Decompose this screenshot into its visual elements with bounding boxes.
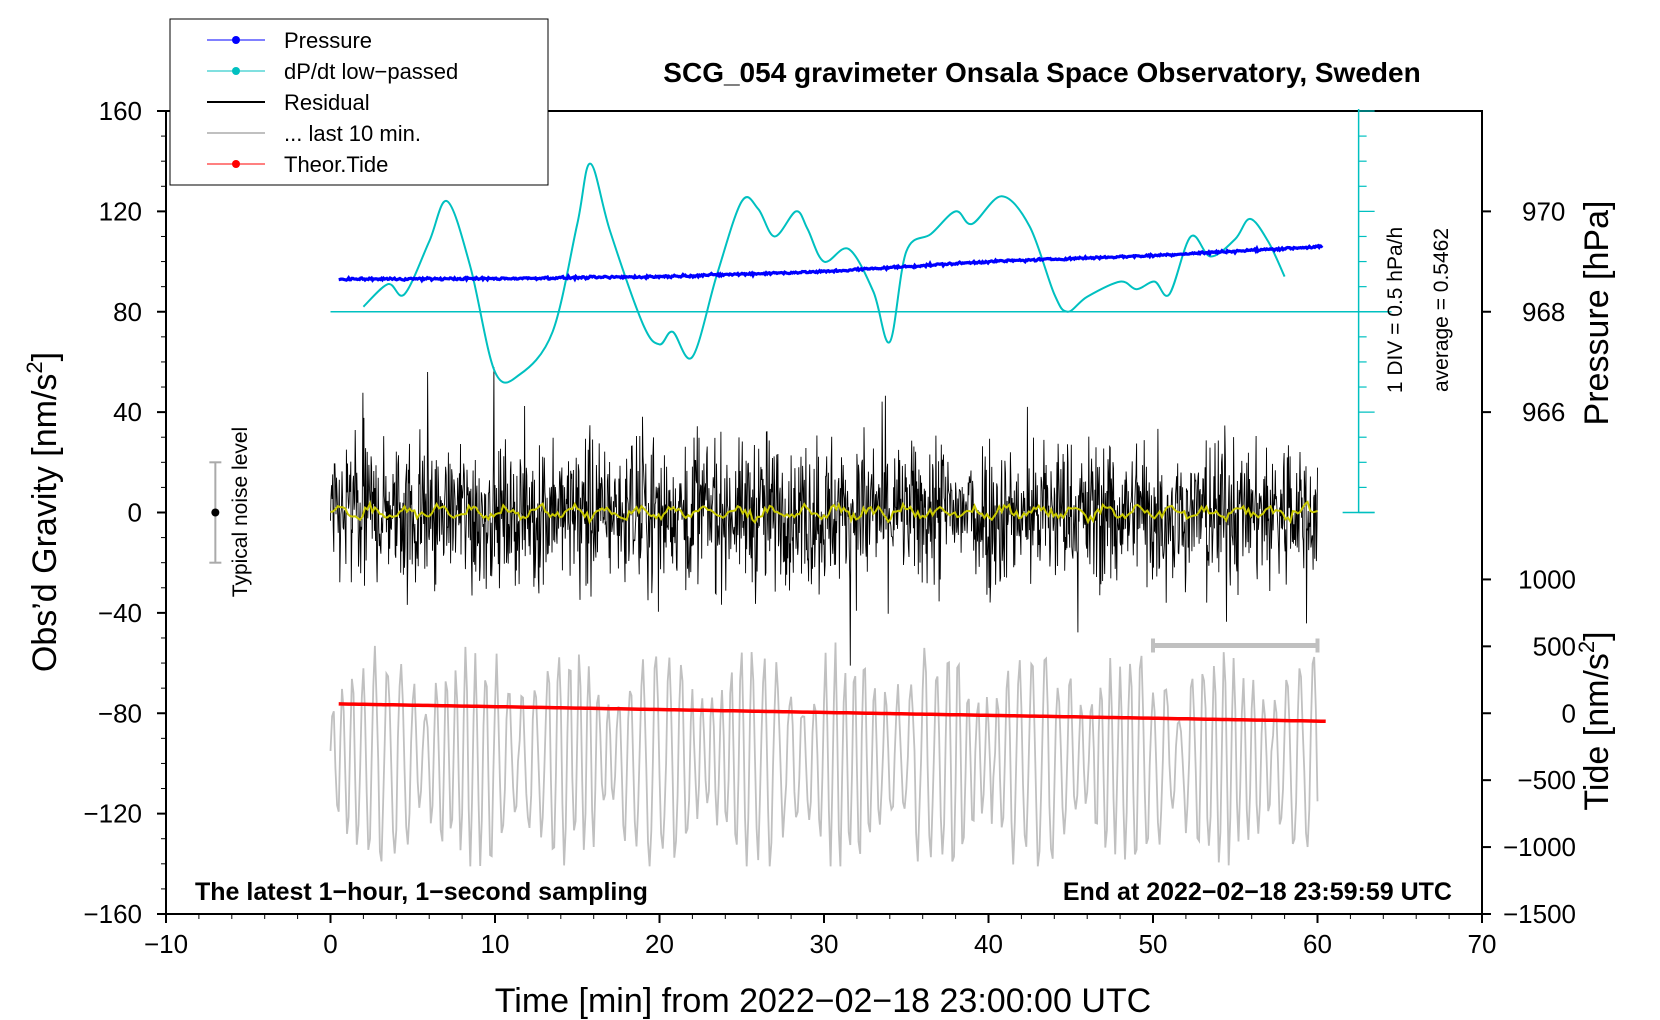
x-tick-label: 50 — [1139, 929, 1168, 959]
pressure-tick-label: 966 — [1522, 397, 1565, 427]
y-axis-title-left-end: ] — [26, 352, 64, 361]
y-axis-title-left-main: Obs’d Gravity [nm/s — [26, 374, 64, 673]
x-tick-label: 70 — [1468, 929, 1497, 959]
legend-entry-residual: Residual — [207, 90, 370, 115]
tide-tick-label: 1000 — [1518, 564, 1576, 594]
series-pressure — [338, 243, 1324, 284]
y-tick-label: 80 — [113, 297, 142, 327]
y-axis-title-left-sup: 2 — [22, 361, 47, 373]
data-layer — [329, 109, 1392, 867]
legend-label-theor-tide: Theor.Tide — [284, 152, 388, 177]
legend-entry-last-10-min: ... last 10 min. — [207, 121, 421, 146]
x-tick-label: 60 — [1303, 929, 1332, 959]
y-tick-label: −80 — [98, 698, 142, 728]
pressure-tick-label: 970 — [1522, 196, 1565, 226]
legend-label-pressure: Pressure — [284, 28, 372, 53]
x-tick-label: 20 — [645, 929, 674, 959]
x-axis-title: Time [min] from 2022−02−18 23:00:00 UTC — [495, 982, 1151, 1020]
tide-tick-label: 0 — [1562, 698, 1576, 728]
y-tick-label: 160 — [99, 96, 142, 126]
tide-tick-label: −500 — [1517, 765, 1576, 795]
y-tick-label: 0 — [128, 498, 142, 528]
noise-bar-center — [211, 508, 220, 517]
x-tick-label: 10 — [481, 929, 510, 959]
legend-entry-pressure: Pressure — [207, 28, 372, 53]
x-tick-label: 30 — [810, 929, 839, 959]
series-residual-smoothed — [330, 499, 1318, 525]
series-dpdt — [362, 162, 1286, 384]
y-axis-title-tide: Tide [nm/s2] — [1574, 631, 1616, 810]
y-axis-title-left: Obs’d Gravity [nm/s2] — [22, 352, 64, 672]
y-tick-label: 40 — [113, 397, 142, 427]
y-axis-title-tide-sup: 2 — [1574, 641, 1599, 653]
tide-tick-label: 500 — [1533, 631, 1576, 661]
y-tick-label: −40 — [98, 598, 142, 628]
y-tick-label: 120 — [99, 196, 142, 226]
ticks-layer: −10 0 10 20 30 40 50 60 70 160 120 80 40 0 −40 −80 −120 −… — [83, 96, 1576, 959]
legend-entry-dpdt: dP/dt low−passed — [207, 59, 458, 84]
legend-entry-theor-tide: Theor.Tide — [207, 152, 388, 177]
average-label: average = 0.5462 — [1430, 228, 1453, 392]
tide-tick-label: −1500 — [1503, 899, 1576, 929]
caption-bottom-right: End at 2022−02−18 23:59:59 UTC — [1063, 878, 1452, 906]
chart-title: SCG_054 gravimeter Onsala Space Observat… — [663, 57, 1420, 88]
legend-marker-dpdt — [232, 67, 240, 75]
legend: Pressure dP/dt low−passed Residual ... l… — [169, 18, 549, 186]
series-residual — [330, 366, 1318, 666]
y-tick-label: −160 — [83, 899, 142, 929]
legend-marker-pressure — [232, 36, 240, 44]
x-tick-label: 0 — [323, 929, 337, 959]
x-tick-label: −10 — [144, 929, 188, 959]
caption-bottom-left: The latest 1−hour, 1−second sampling — [195, 878, 648, 906]
y-axis-title-pressure: Pressure [hPa] — [1578, 201, 1616, 426]
tide-tick-label: −1000 — [1503, 832, 1576, 862]
legend-marker-theor-tide — [232, 160, 240, 168]
series-last-10-min — [329, 642, 1319, 867]
y-tick-label: −120 — [83, 799, 142, 829]
legend-label-dpdt: dP/dt low−passed — [284, 59, 458, 84]
div-label: 1 DIV = 0.5 hPa/h — [1384, 227, 1407, 393]
series-theor-tide — [338, 702, 1326, 724]
annotation-layer — [209, 461, 1320, 653]
legend-label-last-10-min: ... last 10 min. — [284, 121, 421, 146]
noise-level-label: Typical noise level — [229, 427, 252, 597]
x-tick-label: 40 — [974, 929, 1003, 959]
y-axis-title-tide-main: Tide [nm/s — [1578, 653, 1616, 810]
y-axis-title-tide-end: ] — [1578, 631, 1616, 640]
pressure-tick-label: 968 — [1522, 297, 1565, 327]
legend-label-residual: Residual — [284, 90, 370, 115]
